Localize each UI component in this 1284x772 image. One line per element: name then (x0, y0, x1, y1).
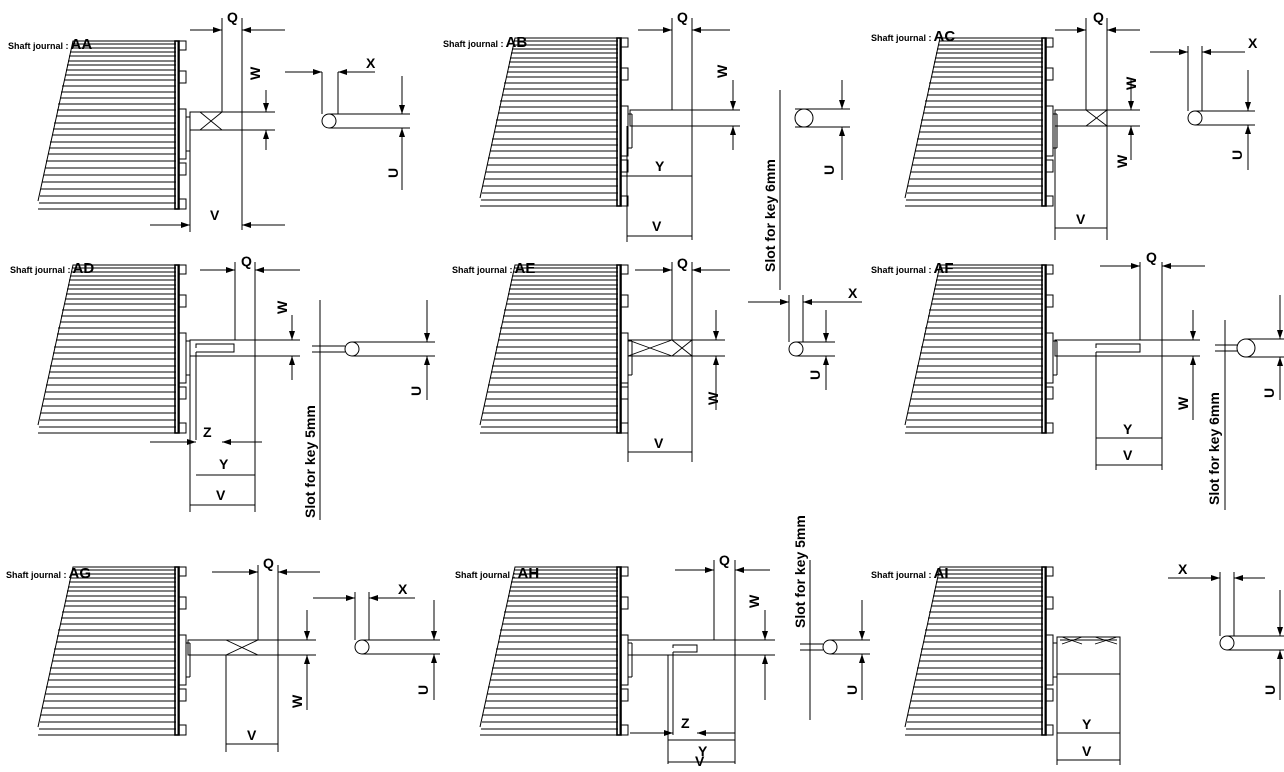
shaft-section-ag (354, 639, 370, 655)
shaft-section-aa (321, 113, 337, 129)
dim-u-aa: U (385, 168, 401, 178)
dim-q-ae: Q (677, 255, 688, 271)
journal-ac (904, 18, 1255, 240)
shaft-section-ai (1219, 635, 1235, 651)
dim-v-ae: V (654, 435, 664, 451)
dim-w-aa: W (247, 66, 263, 80)
motor-body-ah (479, 566, 633, 736)
dim-u-ah: U (844, 685, 860, 695)
dim-z-ad: Z (203, 424, 212, 440)
slot-note-ad: Slot for key 5mm (302, 405, 318, 518)
motor-body-ai (904, 566, 1058, 736)
dim-q-aa: Q (227, 9, 238, 25)
shaft-section-ae (788, 341, 804, 357)
title-ai: Shaft journal : AI (871, 565, 949, 582)
dim-u-ag: U (415, 685, 431, 695)
motor-body-ad (37, 264, 191, 434)
shaft-ag (187, 639, 279, 656)
motor-body-ac (904, 37, 1058, 207)
dim-v-aa: V (210, 207, 220, 223)
title-af: Shaft journal : AF (871, 260, 954, 277)
dim-x-ai: X (1178, 561, 1188, 577)
title-ag: Shaft journal : AG (6, 565, 91, 582)
journal-ai (904, 566, 1284, 765)
dim-x-ae: X (848, 285, 858, 301)
dim-x-ag: X (398, 581, 408, 597)
title-aa: Shaft journal : AA (8, 36, 92, 53)
title-ah: Shaft journal : AH (455, 565, 539, 582)
dim-x-aa: X (366, 55, 376, 71)
journal-ag (37, 565, 440, 752)
dim-u-ac: U (1229, 150, 1245, 160)
dim-q-ah: Q (719, 552, 730, 568)
dim-q-ad: Q (241, 253, 252, 269)
slot-note-ah: Slot for key 5mm (792, 515, 808, 628)
motor-body-ae (479, 264, 633, 434)
dim-y-ab: Y (655, 158, 665, 174)
journal-ab (479, 18, 850, 290)
dim-y-ah: Y (698, 743, 708, 759)
journal-aa (37, 18, 410, 232)
dim-q-ac: Q (1093, 9, 1104, 25)
dim-q-ab: Q (677, 9, 688, 25)
motor-body-aa (37, 40, 191, 210)
shaft-ac (1054, 109, 1108, 127)
title-ac: Shaft journal : AC (871, 28, 955, 45)
shaft-ah (627, 639, 736, 656)
slot-note-ab: Slot for key 6mm (762, 159, 778, 272)
shaft-section-ac (1187, 110, 1203, 126)
dim-y-af: Y (1123, 421, 1133, 437)
dim-u-ai: U (1262, 685, 1278, 695)
journal-ah (479, 560, 870, 764)
dim-w-ad: W (274, 300, 290, 314)
dim-v-ac: V (1076, 211, 1086, 227)
dim-u-ad: U (408, 386, 424, 396)
dim-v-ai: V (1082, 743, 1092, 759)
shaft-section-ab (794, 108, 814, 128)
dim-y-ad: Y (219, 456, 229, 472)
dim-u-ae: U (807, 370, 823, 380)
dim-v-ah: V (695, 753, 705, 767)
dim-x-ac: X (1248, 35, 1258, 51)
dim-u-ab: U (821, 165, 837, 175)
dim-w-af: W (1175, 396, 1191, 410)
dim-q-af: Q (1146, 249, 1157, 265)
dim-y-ai: Y (1082, 716, 1092, 732)
dim-w-ac-2: W (1114, 154, 1130, 168)
shaft-af (1054, 339, 1163, 357)
shaft-section-ad (344, 341, 360, 357)
dim-v-af: V (1123, 447, 1133, 463)
shaft-ab (629, 109, 693, 127)
motor-body-ab (479, 37, 633, 207)
dim-w-ab: W (714, 64, 730, 78)
dim-w-ac-1: W (1123, 76, 1139, 90)
title-ad: Shaft journal : AD (10, 260, 94, 277)
dim-v-ad: V (216, 487, 226, 503)
dim-w-ag: W (289, 694, 305, 708)
journal-ad (37, 262, 435, 520)
dim-u-af: U (1261, 388, 1277, 398)
dim-q-ag: Q (263, 555, 274, 571)
shaft-section-ah (822, 639, 838, 655)
title-ae: Shaft journal : AE (452, 260, 535, 277)
motor-body-ag (37, 566, 191, 736)
dim-z-ah: Z (681, 715, 690, 731)
journal-ae (479, 262, 862, 462)
dim-v-ab: V (652, 218, 662, 234)
motor-body-af (904, 264, 1058, 434)
shaft-section-af (1236, 338, 1256, 358)
dim-w-ae: W (705, 391, 721, 405)
title-ab: Shaft journal : AB (443, 34, 527, 51)
dim-w-ah: W (746, 594, 762, 608)
shaft-ai (1056, 636, 1121, 675)
slot-note-af: Slot for key 6mm (1206, 392, 1222, 505)
shaft-ad (189, 339, 256, 357)
journal-af (904, 262, 1284, 510)
dim-v-ag: V (247, 727, 257, 743)
shaft-aa (189, 111, 243, 131)
